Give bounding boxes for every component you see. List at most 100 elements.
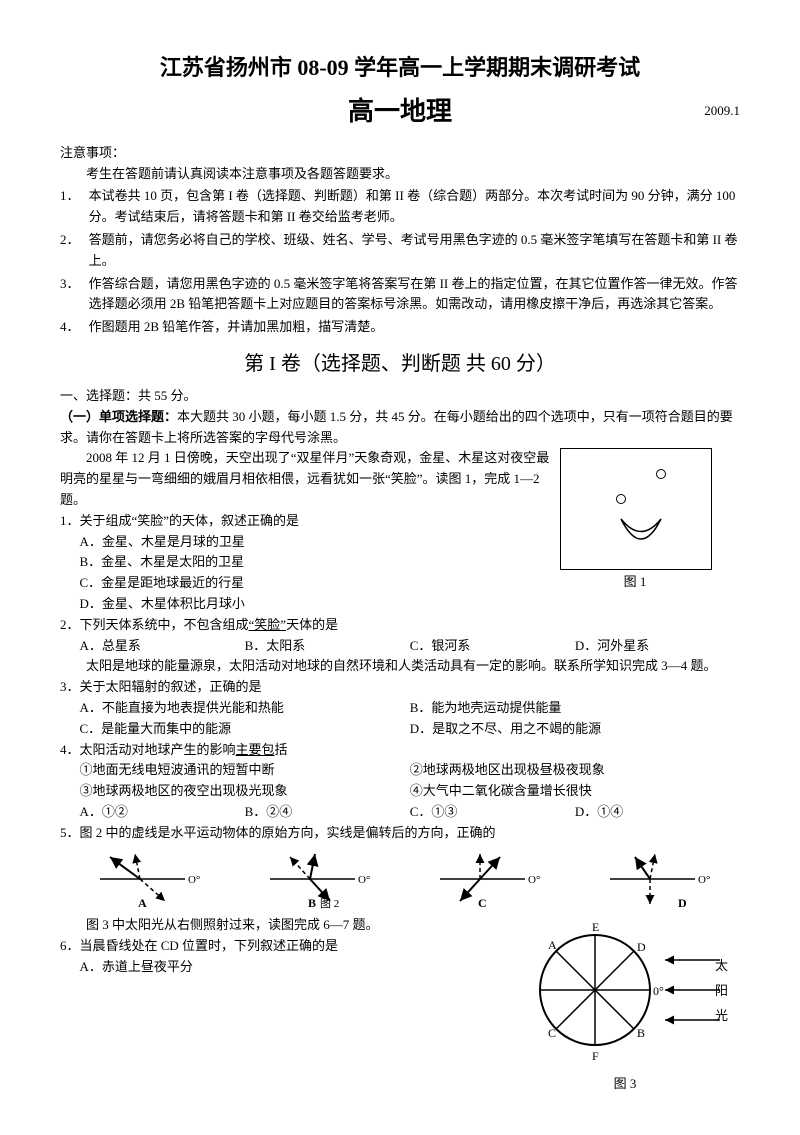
question-5: 5．图 2 中的虚线是水平运动物体的原始方向，实线是偏转后的方向，正确的 (60, 823, 740, 844)
q5-stem: 5．图 2 中的虚线是水平运动物体的原始方向，实线是偏转后的方向，正确的 (60, 823, 740, 844)
q2-opt-d: D．河外星系 (575, 636, 740, 657)
q4-options: A．①② B．②④ C．①③ D．①④ (60, 802, 740, 823)
sub-title-text: 高一地理 (348, 97, 452, 126)
subpart-heading: （一）单项选择题：本大题共 30 小题，每小题 1.5 分，共 45 分。在每小… (60, 407, 740, 449)
q3-opt-a: A．不能直接为地表提供光能和热能 (80, 698, 410, 719)
fig3-sun-2: 阳 (715, 983, 728, 998)
fig3-label-a: A (548, 938, 557, 952)
fig2-diagram-c: O° C (430, 849, 540, 909)
fig2-deg-label: O° (698, 874, 710, 886)
figure-3-caption: 图 3 (520, 1074, 730, 1095)
q2-stem: 2．下列天体系统中，不包含组成“笑脸”天体的是 (60, 615, 740, 636)
question-3: 3．关于太阳辐射的叙述，正确的是 A．不能直接为地表提供光能和热能 B．能为地壳… (60, 677, 740, 739)
q4-stem-post: 括 (275, 742, 288, 757)
figure-1-caption: 图 1 (560, 572, 710, 593)
q4-circle-2: ②地球两极地区出现极昼极夜现象 (410, 760, 740, 781)
star-dot-icon (616, 494, 626, 504)
bottom-section: 图 3 中太阳光从右侧照射过来，读图完成 6—7 题。 6．当晨昏线处在 CD … (60, 915, 740, 1095)
notice-body: 本试卷共 10 页，包含第 I 卷（选择题、判断题）和第 II 卷（综合题）两部… (89, 186, 740, 228)
passage-2: 太阳是地球的能量源泉，太阳活动对地球的自然环境和人类活动具有一定的影响。联系所学… (60, 656, 740, 677)
q6-opt-a: A．赤道上昼夜平分 (60, 957, 500, 978)
bottom-left-text: 图 3 中太阳光从右侧照射过来，读图完成 6—7 题。 6．当晨昏线处在 CD … (60, 915, 500, 977)
q2-stem-post: 天体的是 (286, 617, 338, 632)
fig2-label-c: C (478, 896, 487, 909)
notice-body: 答题前，请您务必将自己的学校、班级、姓名、学号、考试号用黑色字迹的 0.5 毫米… (89, 230, 740, 272)
fig2-deg-label: O° (358, 874, 370, 886)
passage-3: 图 3 中太阳光从右侧照射过来，读图完成 6—7 题。 (60, 915, 500, 936)
fig2-deg-label: O° (188, 874, 200, 886)
fig3-label-b: B (637, 1026, 645, 1040)
question-2: 2．下列天体系统中，不包含组成“笑脸”天体的是 A．总星系 B．太阳系 C．银河… (60, 615, 740, 657)
q3-opt-b: B．能为地壳运动提供能量 (410, 698, 740, 719)
fig2-caption: 图 2 (320, 897, 339, 909)
q3-opt-d: D．是取之不尽、用之不竭的能源 (410, 719, 740, 740)
fig2-deg-label: O° (528, 874, 540, 886)
fig3-label-c: C (548, 1026, 556, 1040)
q4-opt-b: B．②④ (245, 802, 410, 823)
q3-stem: 3．关于太阳辐射的叙述，正确的是 (60, 677, 740, 698)
notice-body: 作图题用 2B 铅笔作答，并请加黑加粗，描写清楚。 (89, 317, 740, 338)
question-1: 1．关于组成“笑脸”的天体，叙述正确的是 A．金星、木星是月球的卫星 B．金星、… (60, 511, 550, 615)
exam-page: 江苏省扬州市 08-09 学年高一上学期期末调研考试 高一地理 2009.1 注… (0, 0, 800, 1135)
notice-item-4: 4． 作图题用 2B 铅笔作答，并请加黑加粗，描写清楚。 (60, 317, 740, 338)
passage-1-wrap: 2008 年 12 月 1 日傍晚，天空出现了“双星伴月”天象奇观，金星、木星这… (60, 448, 740, 656)
figure-2: O° A O° B 图 2 O° C O° (60, 849, 740, 909)
q4-circle-1: ①地面无线电短波通讯的短暂中断 (80, 760, 410, 781)
part-heading: 一、选择题：共 55 分。 (60, 386, 740, 407)
fig3-label-zero: 0° (653, 984, 664, 998)
q1-opt-a: A．金星、木星是月球的卫星 (60, 532, 550, 553)
q2-opt-a: A．总星系 (80, 636, 245, 657)
fig3-sun-3: 光 (715, 1008, 728, 1023)
q4-stem-pre: 4．太阳活动对地球产生的影响 (60, 742, 236, 757)
q4-opt-c: C．①③ (410, 802, 575, 823)
main-title: 江苏省扬州市 08-09 学年高一上学期期末调研考试 (60, 50, 740, 85)
q4-circle-3: ③地球两极地区的夜空出现极光现象 (80, 781, 410, 802)
q2-stem-pre: 2．下列天体系统中，不包含组成 (60, 617, 249, 632)
q4-stem: 4．太阳活动对地球产生的影响主要包括 (60, 740, 740, 761)
notice-num: 3． (60, 274, 89, 316)
notice-item-1: 1． 本试卷共 10 页，包含第 I 卷（选择题、判断题）和第 II 卷（综合题… (60, 186, 740, 228)
fig3-sun-1: 太 (715, 958, 728, 973)
notice-num: 2． (60, 230, 89, 272)
q4-opt-d: D．①④ (575, 802, 740, 823)
fig3-label-d: D (637, 940, 646, 954)
sub-title: 高一地理 2009.1 (60, 91, 740, 133)
notice-item-2: 2． 答题前，请您务必将自己的学校、班级、姓名、学号、考试号用黑色字迹的 0.5… (60, 230, 740, 272)
passage-1: 2008 年 12 月 1 日傍晚，天空出现了“双星伴月”天象奇观，金星、木星这… (60, 448, 550, 510)
notice-preface: 考生在答题前请认真阅读本注意事项及各题答题要求。 (60, 164, 740, 185)
fig2-label-b: B (308, 896, 316, 909)
q3-opt-c: C．是能量大而集中的能源 (80, 719, 410, 740)
q4-circle-4: ④大气中二氧化碳含量增长很快 (410, 781, 740, 802)
crescent-moon-icon (616, 514, 666, 554)
q2-opt-b: B．太阳系 (245, 636, 410, 657)
question-4: 4．太阳活动对地球产生的影响主要包括 ①地面无线电短波通讯的短暂中断 ②地球两极… (60, 740, 740, 823)
notice-num: 1． (60, 186, 89, 228)
q6-stem: 6．当晨昏线处在 CD 位置时，下列叙述正确的是 (60, 936, 500, 957)
fig2-diagram-a: O° A (90, 849, 200, 909)
q4-opt-a: A．①② (80, 802, 245, 823)
notice-item-3: 3． 作答综合题，请您用黑色字迹的 0.5 毫米签字笔将答案写在第 II 卷上的… (60, 274, 740, 316)
q1-opt-d: D．金星、木星体积比月球小 (60, 594, 550, 615)
star-dot-icon (656, 469, 666, 479)
q2-options: A．总星系 B．太阳系 C．银河系 D．河外星系 (60, 636, 740, 657)
section-1-title: 第 I 卷（选择题、判断题 共 60 分） (60, 348, 740, 380)
exam-date: 2009.1 (704, 101, 740, 122)
notice-num: 4． (60, 317, 89, 338)
q1-stem: 1．关于组成“笑脸”的天体，叙述正确的是 (60, 511, 550, 532)
subpart-prefix: （一）单项选择题： (60, 409, 177, 424)
fig2-label-a: A (138, 896, 147, 909)
fig2-diagram-b: O° B 图 2 (260, 849, 370, 909)
notice-body: 作答综合题，请您用黑色字迹的 0.5 毫米签字笔将答案写在第 II 卷上的指定位… (89, 274, 740, 316)
q4-stem-underline: 主要包 (236, 742, 275, 757)
q1-opt-b: B．金星、木星是太阳的卫星 (60, 552, 550, 573)
figure-3: A E D 0° B F C 太 阳 光 图 3 (520, 915, 730, 1095)
q2-opt-c: C．银河系 (410, 636, 575, 657)
fig2-label-d: D (678, 896, 687, 909)
fig3-diagram: A E D 0° B F C 太 阳 光 (520, 915, 730, 1065)
fig3-label-e: E (592, 920, 599, 934)
q2-stem-underline: “笑脸” (249, 617, 287, 632)
notice-heading: 注意事项： (60, 143, 740, 164)
q1-opt-c: C．金星是距地球最近的行星 (60, 573, 550, 594)
fig2-diagram-d: O° D (600, 849, 710, 909)
figure-1: 图 1 (560, 448, 710, 593)
